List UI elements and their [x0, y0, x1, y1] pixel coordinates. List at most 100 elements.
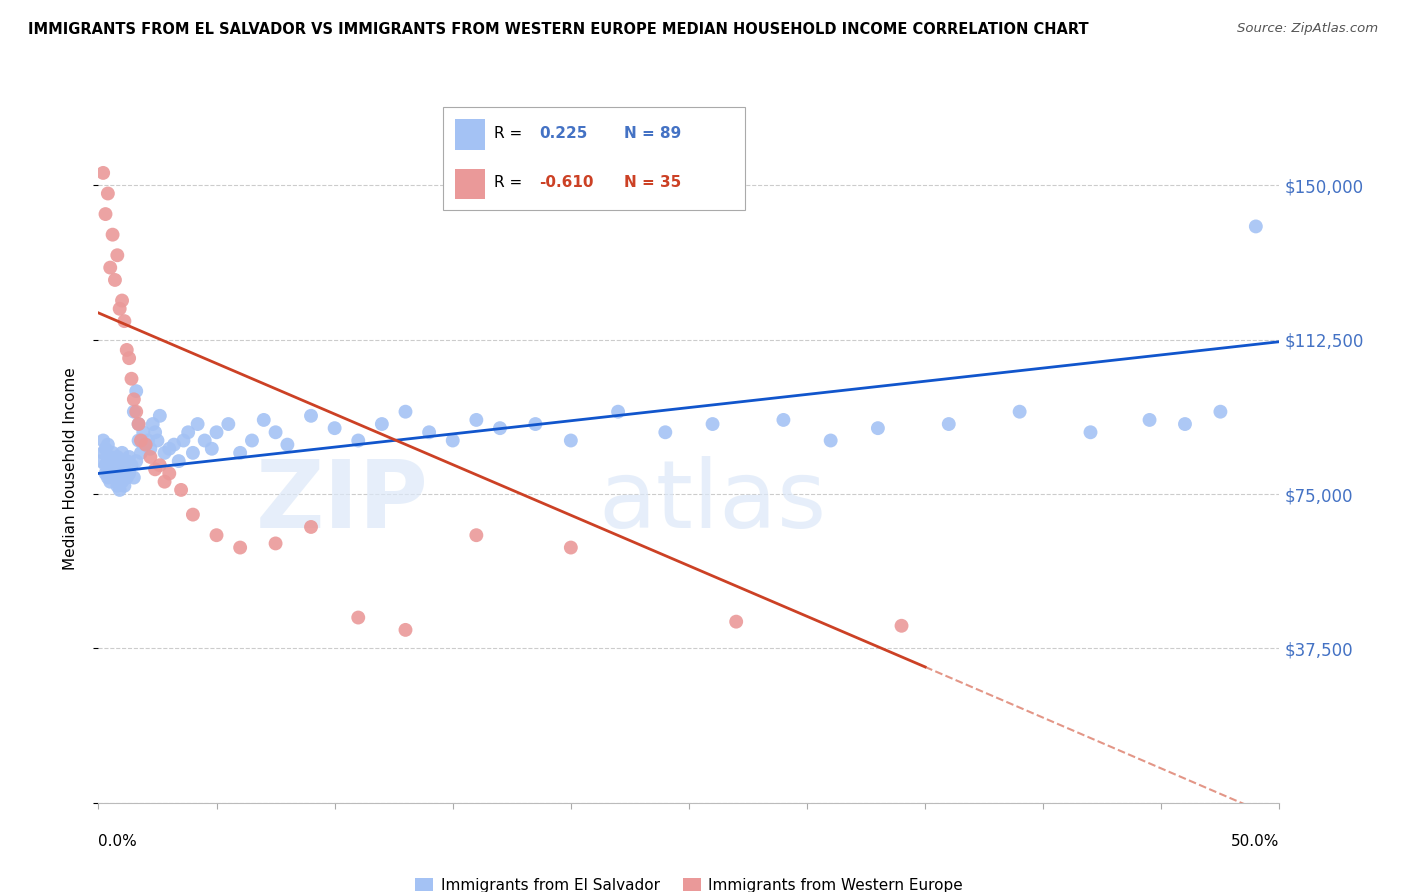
Point [111, 446, 134, 460]
Point [128, 417, 150, 431]
Point [146, 434, 169, 448]
Point [524, 417, 547, 431]
Point [128, 417, 150, 431]
Point [167, 454, 190, 468]
Point [104, 454, 127, 468]
Point [276, 437, 298, 451]
Point [97, 470, 120, 484]
Point [98, 450, 121, 464]
Point [118, 467, 141, 481]
Point [1139, 413, 1161, 427]
Y-axis label: Median Household Income: Median Household Income [63, 367, 77, 570]
Point [105, 248, 128, 262]
Text: R =: R = [495, 126, 527, 141]
Point [229, 446, 252, 460]
Point [135, 437, 157, 451]
Point [217, 417, 239, 431]
Point [112, 479, 135, 493]
Point [115, 454, 138, 468]
Point [111, 293, 134, 308]
Text: N = 35: N = 35 [624, 176, 682, 191]
Point [94, 458, 117, 473]
Point [112, 462, 135, 476]
Point [115, 470, 138, 484]
Point [1174, 417, 1197, 431]
Point [194, 434, 217, 448]
Point [125, 454, 148, 468]
Point [101, 227, 124, 242]
Point [105, 450, 128, 464]
Point [98, 260, 121, 275]
Point [560, 434, 582, 448]
Point [108, 483, 131, 497]
Point [607, 405, 630, 419]
Point [465, 413, 488, 427]
Point [938, 417, 960, 431]
Point [98, 475, 121, 489]
Point [104, 462, 127, 476]
Point [264, 536, 287, 550]
Text: atlas: atlas [599, 456, 827, 548]
Point [97, 186, 120, 201]
Bar [456, 120, 485, 150]
Point [1244, 219, 1267, 234]
Point [866, 421, 889, 435]
Point [118, 450, 141, 464]
Point [299, 409, 322, 423]
Point [101, 467, 124, 481]
Point [163, 437, 186, 451]
Point [115, 343, 138, 357]
Point [820, 434, 842, 448]
Point [108, 301, 131, 316]
Point [125, 384, 148, 398]
Point [157, 467, 180, 481]
Point [205, 528, 228, 542]
Bar [456, 169, 485, 199]
Point [418, 425, 440, 440]
Point [142, 417, 165, 431]
Point [890, 619, 912, 633]
Point [394, 623, 416, 637]
Point [205, 425, 228, 440]
Point [122, 470, 145, 484]
Point [187, 417, 209, 431]
Text: IMMIGRANTS FROM EL SALVADOR VS IMMIGRANTS FROM WESTERN EUROPE MEDIAN HOUSEHOLD I: IMMIGRANTS FROM EL SALVADOR VS IMMIGRANT… [28, 22, 1088, 37]
Point [229, 541, 252, 555]
Point [94, 442, 117, 456]
Point [91, 446, 114, 460]
Point [264, 425, 287, 440]
Text: N = 89: N = 89 [624, 126, 682, 141]
Point [94, 207, 117, 221]
Point [101, 446, 124, 460]
Point [97, 454, 120, 468]
Point [181, 446, 204, 460]
Text: -0.610: -0.610 [540, 176, 595, 191]
Point [108, 458, 131, 473]
Point [118, 351, 141, 366]
Point [139, 450, 162, 464]
Point [201, 442, 224, 456]
Point [105, 479, 128, 493]
Point [323, 421, 346, 435]
Point [489, 421, 512, 435]
Point [132, 425, 155, 440]
Point [129, 446, 152, 460]
Point [94, 467, 117, 481]
Point [135, 437, 157, 451]
Point [253, 413, 276, 427]
Text: Source: ZipAtlas.com: Source: ZipAtlas.com [1237, 22, 1378, 36]
Point [299, 520, 322, 534]
Point [90, 454, 112, 468]
Point [104, 470, 127, 484]
Legend: Immigrants from El Salvador, Immigrants from Western Europe: Immigrants from El Salvador, Immigrants … [409, 871, 969, 892]
Point [240, 434, 263, 448]
Point [1008, 405, 1031, 419]
Point [177, 425, 200, 440]
Point [139, 442, 162, 456]
Text: 0.0%: 0.0% [98, 834, 138, 849]
Point [157, 442, 180, 456]
Point [105, 467, 128, 481]
Point [91, 166, 114, 180]
Point [97, 437, 120, 451]
Point [125, 405, 148, 419]
